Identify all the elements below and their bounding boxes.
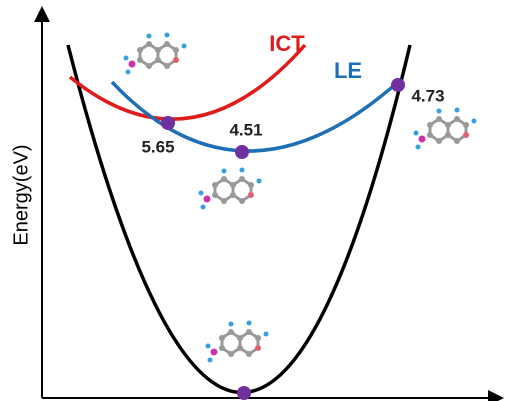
molecule-ict <box>124 33 187 75</box>
molecule-twisted <box>414 108 477 150</box>
le-label: LE <box>334 58 362 83</box>
diagram: Energy(eV) ICT LE 5.65 4.51 4.73 <box>0 0 506 401</box>
molecule-ground <box>206 321 269 363</box>
point <box>391 78 405 92</box>
point-label: 4.51 <box>229 120 262 139</box>
point <box>237 386 251 400</box>
ict-label: ICT <box>269 31 305 56</box>
point <box>235 145 249 159</box>
point-label: 4.73 <box>411 86 444 105</box>
molecule-le <box>199 168 262 210</box>
point <box>161 116 175 130</box>
y-axis-label: Energy(eV) <box>10 144 32 245</box>
point-label: 5.65 <box>141 137 174 156</box>
ict-curve <box>70 45 305 119</box>
